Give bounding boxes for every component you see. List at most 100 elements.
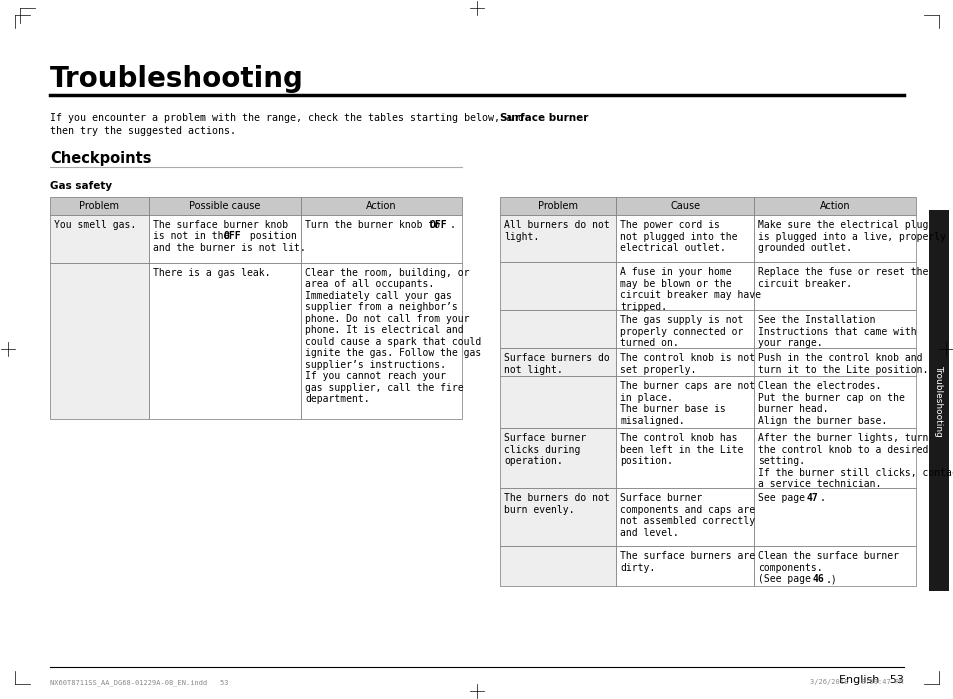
Text: The burners do not
burn evenly.: The burners do not burn evenly. <box>503 493 609 514</box>
Text: .: . <box>449 220 455 230</box>
Text: The control knob is not
set properly.: The control knob is not set properly. <box>619 353 755 375</box>
Text: Problem: Problem <box>79 201 119 211</box>
Bar <box>499 310 616 348</box>
Text: See the Installation
Instructions that came with
your range.: See the Installation Instructions that c… <box>757 315 916 348</box>
Bar <box>301 263 461 419</box>
Bar <box>616 546 753 586</box>
Text: The power cord is
not plugged into the
electrical outlet.: The power cord is not plugged into the e… <box>619 220 738 253</box>
Text: area of all occupants.: area of all occupants. <box>305 280 435 289</box>
Text: .: . <box>819 493 824 503</box>
Bar <box>753 215 915 262</box>
Bar <box>616 310 753 348</box>
Text: Immediately call your gas: Immediately call your gas <box>305 291 452 301</box>
Text: English   53: English 53 <box>839 675 903 685</box>
Text: If you encounter a problem with the range, check the tables starting below, and: If you encounter a problem with the rang… <box>50 113 523 123</box>
Text: Surface burner
components and caps are
not assembled correctly
and level.: Surface burner components and caps are n… <box>619 493 755 538</box>
Bar <box>753 376 915 428</box>
Bar <box>499 197 616 215</box>
Bar <box>499 488 616 546</box>
Text: Action: Action <box>819 201 849 211</box>
Text: A fuse in your home
may be blown or the
circuit breaker may have
tripped.: A fuse in your home may be blown or the … <box>619 267 760 312</box>
Text: The burner caps are not
in place.
The burner base is
misaligned.: The burner caps are not in place. The bu… <box>619 381 755 426</box>
Text: Make sure the electrical plug
is plugged into a live, properly
grounded outlet.: Make sure the electrical plug is plugged… <box>757 220 944 253</box>
Text: There is a gas leak.: There is a gas leak. <box>152 268 270 278</box>
Bar <box>50 197 149 215</box>
Bar <box>499 546 616 586</box>
Text: The gas supply is not
properly connected or
turned on.: The gas supply is not properly connected… <box>619 315 743 348</box>
Text: Troubleshooting: Troubleshooting <box>50 65 304 93</box>
Text: and the burner is not lit.: and the burner is not lit. <box>152 243 305 253</box>
Text: could cause a spark that could: could cause a spark that could <box>305 337 481 347</box>
Bar <box>753 546 915 586</box>
Bar <box>499 428 616 488</box>
Text: Checkpoints: Checkpoints <box>50 151 152 166</box>
Bar <box>149 263 301 419</box>
Text: Clear the room, building, or: Clear the room, building, or <box>305 268 469 278</box>
Text: 46: 46 <box>812 574 823 584</box>
Text: then try the suggested actions.: then try the suggested actions. <box>50 126 235 136</box>
Text: Clean the surface burner
components.: Clean the surface burner components. <box>757 551 898 572</box>
Text: All burners do not
light.: All burners do not light. <box>503 220 609 242</box>
Bar <box>499 262 616 310</box>
Text: (See page: (See page <box>757 574 816 584</box>
Bar <box>753 310 915 348</box>
Text: .): .) <box>825 574 837 584</box>
Text: Surface burner: Surface burner <box>499 113 588 123</box>
Bar <box>149 197 301 215</box>
Text: supplier’s instructions.: supplier’s instructions. <box>305 360 446 370</box>
Text: See page: See page <box>757 493 810 503</box>
Text: Problem: Problem <box>537 201 578 211</box>
Text: Troubleshooting: Troubleshooting <box>934 365 943 436</box>
Bar <box>50 263 149 419</box>
Bar <box>616 215 753 262</box>
Text: Surface burners do
not light.: Surface burners do not light. <box>503 353 609 375</box>
Bar <box>616 488 753 546</box>
Bar <box>616 376 753 428</box>
Text: Push in the control knob and
turn it to the Lite position.: Push in the control knob and turn it to … <box>757 353 927 375</box>
Text: phone. Do not call from your: phone. Do not call from your <box>305 314 469 324</box>
Bar <box>753 262 915 310</box>
Bar <box>616 348 753 376</box>
Bar <box>753 488 915 546</box>
Text: The surface burner knob: The surface burner knob <box>152 220 288 230</box>
Bar <box>616 262 753 310</box>
Bar <box>753 348 915 376</box>
Text: Action: Action <box>366 201 396 211</box>
Bar <box>753 197 915 215</box>
Bar <box>499 215 616 262</box>
Text: NX60T8711SS_AA_DG68-01229A-08_EN.indd   53: NX60T8711SS_AA_DG68-01229A-08_EN.indd 53 <box>50 679 229 686</box>
Bar <box>616 197 753 215</box>
Text: Turn the burner knob to: Turn the burner knob to <box>305 220 446 230</box>
Bar <box>149 215 301 263</box>
Text: The surface burners are
dirty.: The surface burners are dirty. <box>619 551 755 572</box>
Text: The control knob has
been left in the Lite
position.: The control knob has been left in the Li… <box>619 433 743 466</box>
Text: supplier from a neighbor’s: supplier from a neighbor’s <box>305 303 457 312</box>
Text: phone. It is electrical and: phone. It is electrical and <box>305 326 463 336</box>
Text: Surface burner
clicks during
operation.: Surface burner clicks during operation. <box>503 433 586 466</box>
Bar <box>301 197 461 215</box>
Bar <box>301 215 461 263</box>
Text: After the burner lights, turn
the control knob to a desired
setting.
If the burn: After the burner lights, turn the contro… <box>757 433 953 489</box>
Text: ignite the gas. Follow the gas: ignite the gas. Follow the gas <box>305 349 481 359</box>
Bar <box>499 348 616 376</box>
Text: 3/26/2018   8:59:47 PM: 3/26/2018 8:59:47 PM <box>810 679 903 685</box>
Text: Possible cause: Possible cause <box>190 201 260 211</box>
Text: 47: 47 <box>806 493 818 503</box>
Text: department.: department. <box>305 394 370 405</box>
Text: Cause: Cause <box>669 201 700 211</box>
Text: Gas safety: Gas safety <box>50 181 112 191</box>
Text: If you cannot reach your: If you cannot reach your <box>305 371 446 382</box>
Bar <box>616 428 753 488</box>
Text: Replace the fuse or reset the
circuit breaker.: Replace the fuse or reset the circuit br… <box>757 267 927 289</box>
Text: Clean the electrodes.
Put the burner cap on the
burner head.
Align the burner ba: Clean the electrodes. Put the burner cap… <box>757 381 903 426</box>
Text: is not in the: is not in the <box>152 231 234 241</box>
Bar <box>499 376 616 428</box>
Text: You smell gas.: You smell gas. <box>54 220 136 230</box>
Bar <box>753 428 915 488</box>
Text: position: position <box>244 231 296 241</box>
Bar <box>50 215 149 263</box>
Text: gas supplier, call the fire: gas supplier, call the fire <box>305 383 463 393</box>
Text: OFF: OFF <box>224 231 241 241</box>
Bar <box>928 210 948 591</box>
Text: OFF: OFF <box>429 220 446 230</box>
